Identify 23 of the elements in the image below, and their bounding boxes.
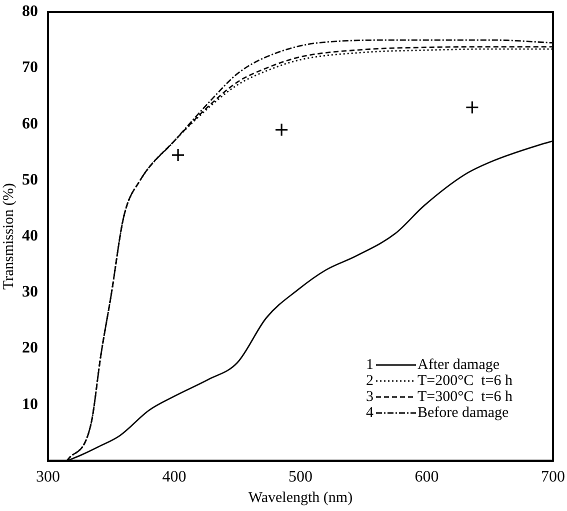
y-tick-label: 70 [22,59,38,76]
y-tick-label: 30 [22,284,38,301]
y-axis-title: Transmission (%) [0,183,17,290]
y-tick-label: 20 [22,340,38,357]
legend-label: T=200°C t=6 h [418,372,513,389]
x-tick-label: 400 [162,468,186,486]
annotation: 3 [366,388,374,405]
x-tick-label: 300 [36,468,60,486]
legend-label: Before damage [418,404,509,421]
y-tick-label: 10 [22,396,38,413]
annotation: 4 [366,404,374,421]
annotation: 2 [366,372,374,389]
y-tick-label: 40 [22,228,38,245]
x-tick-label: 600 [414,468,439,486]
legend-label: T=300°C t=6 h [418,388,513,405]
x-tick-label: 500 [288,468,312,486]
y-tick-label: 80 [22,3,38,20]
x-tick-label: 700 [541,468,565,486]
y-tick-label: 60 [22,115,38,132]
x-axis-title: Wavelength (nm) [248,490,353,506]
annotation: 1 [366,356,374,373]
legend-label: After damage [418,356,500,373]
y-tick-label: 50 [22,171,38,188]
